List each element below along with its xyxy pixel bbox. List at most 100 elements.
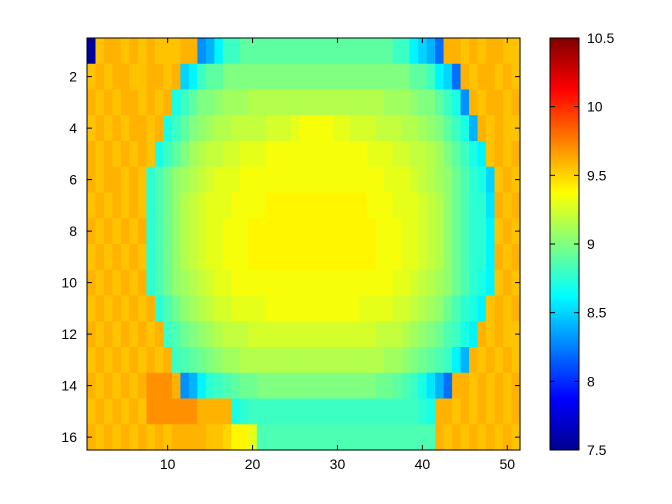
heatmap-cell bbox=[443, 424, 453, 451]
heatmap-cell bbox=[409, 141, 419, 168]
heatmap-cell bbox=[350, 321, 360, 348]
heatmap-cell bbox=[494, 347, 504, 374]
heatmap-cell bbox=[324, 424, 334, 451]
heatmap-cell bbox=[256, 244, 266, 271]
heatmap-cell bbox=[503, 141, 513, 168]
heatmap-cell bbox=[231, 141, 241, 168]
heatmap-cell bbox=[103, 115, 114, 142]
heatmap-cell bbox=[333, 347, 343, 374]
heatmap-cell bbox=[95, 115, 105, 142]
heatmap-cell bbox=[154, 192, 165, 219]
heatmap-cell bbox=[460, 89, 470, 116]
heatmap-cell bbox=[477, 141, 487, 168]
heatmap-cell bbox=[307, 63, 317, 91]
heatmap-cell bbox=[205, 244, 215, 271]
heatmap-cell bbox=[299, 141, 309, 168]
heatmap-cell bbox=[494, 115, 504, 142]
heatmap-cell bbox=[418, 398, 428, 425]
heatmap-cell bbox=[265, 89, 275, 116]
heatmap-cell bbox=[384, 295, 394, 322]
heatmap-cell bbox=[307, 141, 317, 168]
heatmap-cell bbox=[392, 295, 402, 322]
heatmap-cell bbox=[265, 295, 275, 322]
heatmap-cell bbox=[469, 244, 479, 271]
heatmap-cell bbox=[418, 347, 428, 374]
heatmap-cell bbox=[129, 192, 139, 219]
heatmap-cell bbox=[103, 347, 114, 374]
heatmap-cell bbox=[426, 295, 436, 322]
heatmap-cell bbox=[477, 321, 487, 348]
heatmap-cell bbox=[358, 115, 368, 142]
heatmap-cell bbox=[222, 192, 232, 219]
heatmap-cell bbox=[248, 269, 258, 297]
heatmap-cell bbox=[205, 141, 215, 168]
heatmap-cell bbox=[435, 347, 445, 374]
heatmap-cell bbox=[418, 295, 428, 322]
heatmap-cell bbox=[486, 295, 496, 322]
heatmap-cell bbox=[214, 398, 224, 425]
heatmap-cell bbox=[358, 424, 368, 451]
heatmap-cell bbox=[188, 166, 198, 194]
heatmap-cell bbox=[112, 192, 122, 219]
heatmap-cell bbox=[511, 38, 521, 65]
heatmap-cell bbox=[307, 398, 317, 425]
heatmap-cell bbox=[282, 244, 292, 271]
heatmap-cell bbox=[494, 63, 504, 91]
heatmap-cell bbox=[163, 192, 173, 219]
heatmap-cell bbox=[290, 141, 300, 168]
heatmap-cell bbox=[350, 38, 360, 65]
heatmap-cell bbox=[460, 321, 470, 348]
heatmap-cell bbox=[358, 89, 368, 116]
heatmap-cell bbox=[460, 141, 470, 168]
heatmap-cell bbox=[375, 218, 385, 245]
heatmap-cell bbox=[239, 398, 249, 425]
heatmap-cell bbox=[103, 192, 114, 219]
heatmap-cell bbox=[418, 372, 428, 400]
heatmap-cell bbox=[163, 372, 173, 400]
heatmap-cell bbox=[392, 347, 402, 374]
heatmap-cell bbox=[146, 321, 156, 348]
heatmap-cell bbox=[384, 398, 394, 425]
heatmap-cell bbox=[248, 321, 258, 348]
heatmap-cell bbox=[409, 347, 419, 374]
heatmap-cell bbox=[231, 269, 241, 297]
heatmap-cell bbox=[95, 424, 105, 451]
heatmap-cell bbox=[511, 89, 521, 116]
heatmap-cell bbox=[120, 347, 131, 374]
heatmap-cell bbox=[418, 115, 428, 142]
heatmap-cell bbox=[137, 321, 148, 348]
heatmap-cell bbox=[307, 192, 317, 219]
heatmap-cell bbox=[273, 372, 283, 400]
heatmap-cell bbox=[120, 166, 131, 194]
heatmap-cell bbox=[511, 398, 521, 425]
heatmap-cell bbox=[197, 115, 207, 142]
heatmap-cell bbox=[341, 218, 351, 245]
heatmap-cell bbox=[486, 38, 496, 65]
heatmap-cell bbox=[222, 244, 232, 271]
heatmap-cell bbox=[460, 347, 470, 374]
heatmap-cell bbox=[137, 398, 148, 425]
heatmap-cell bbox=[307, 347, 317, 374]
heatmap-cell bbox=[401, 166, 411, 194]
heatmap-cell bbox=[197, 166, 207, 194]
heatmap-cell bbox=[205, 398, 215, 425]
heatmap-cell bbox=[341, 244, 351, 271]
heatmap-cell bbox=[154, 244, 165, 271]
heatmap-cell bbox=[469, 372, 479, 400]
heatmap-cell bbox=[486, 192, 496, 219]
heatmap-cell bbox=[307, 38, 317, 65]
heatmap-cell bbox=[426, 38, 436, 65]
heatmap-cell bbox=[469, 192, 479, 219]
heatmap-cell bbox=[129, 89, 139, 116]
heatmap-cell bbox=[392, 192, 402, 219]
heatmap-cell bbox=[316, 347, 326, 374]
heatmap-cell bbox=[367, 89, 377, 116]
heatmap-cell bbox=[112, 398, 122, 425]
heatmap-cell bbox=[477, 424, 487, 451]
heatmap-cell bbox=[511, 141, 521, 168]
heatmap-cell bbox=[435, 269, 445, 297]
heatmap-cell bbox=[367, 141, 377, 168]
heatmap-cell bbox=[239, 347, 249, 374]
heatmap-cell bbox=[282, 269, 292, 297]
heatmap-cell bbox=[239, 192, 249, 219]
